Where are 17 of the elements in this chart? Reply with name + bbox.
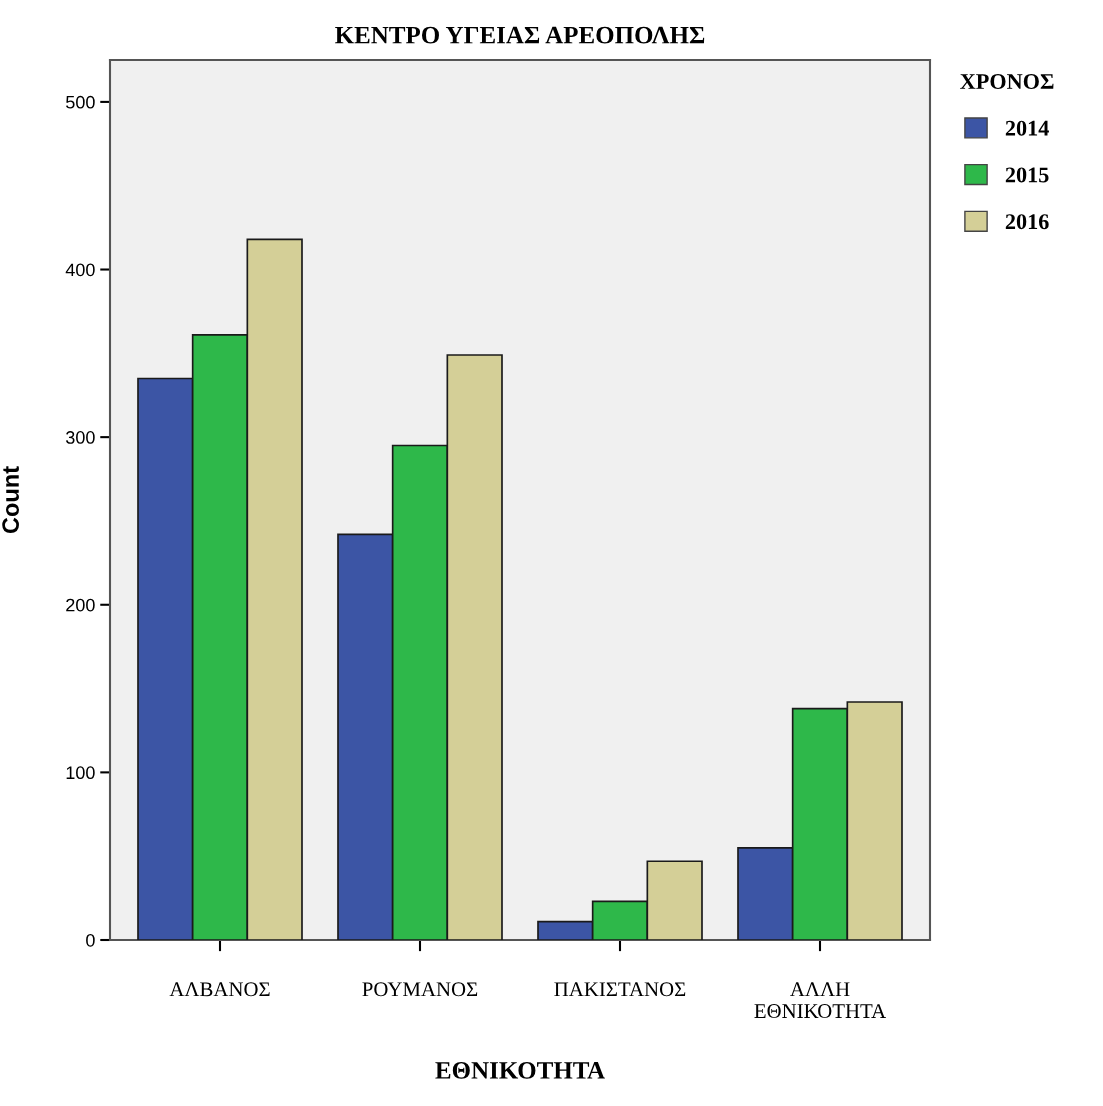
chart-title: ΚΕΝΤΡΟ ΥΓΕΙΑΣ ΑΡΕΟΠΟΛΗΣ xyxy=(335,26,705,44)
y-tick-label: 0 xyxy=(86,933,95,947)
legend-label: 2015 xyxy=(1005,167,1049,183)
y-tick-label: 400 xyxy=(65,263,95,277)
y-tick-label: 100 xyxy=(66,766,95,780)
y-tick-label: 500 xyxy=(66,95,95,109)
legend-title: ΧΡΟΝΟΣ xyxy=(960,74,1054,89)
y-tick-label: 300 xyxy=(65,431,95,444)
x-tick-label: ΑΛΛΗ ΕΘΝΙΚΟΤΗΤΑ xyxy=(754,982,886,1019)
y-tick-label: 200 xyxy=(66,598,95,612)
x-tick-label: ΠΑΚΙΣΤΑΝΟΣ xyxy=(554,982,686,997)
legend-label: 2016 xyxy=(1005,214,1049,230)
legend-label: 2014 xyxy=(1005,120,1049,136)
x-tick-label: ΑΛΒΑΝΟΣ xyxy=(169,982,270,997)
x-axis-title: ΕΘΝΙΚΟΤΗΤΑ xyxy=(435,1062,605,1079)
y-axis-title: Count xyxy=(2,466,19,534)
x-tick-label: ΡΟΥΜΑΝΟΣ xyxy=(362,982,478,997)
